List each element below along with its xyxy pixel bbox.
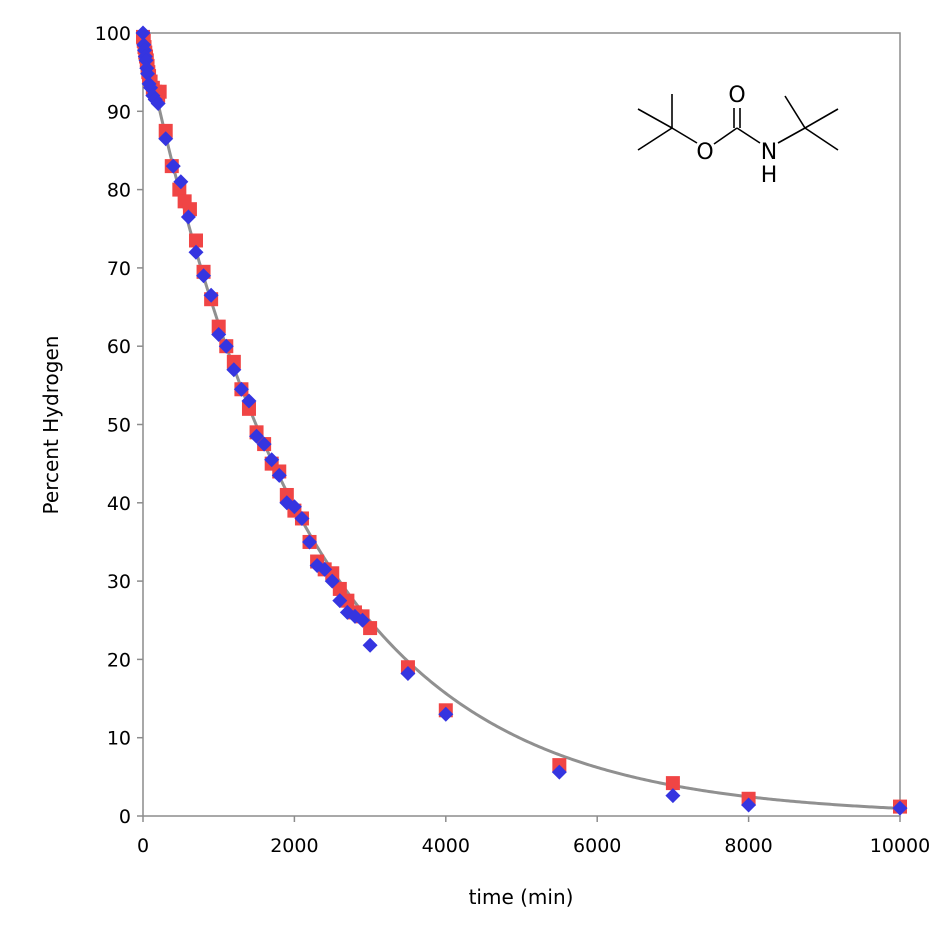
diamond-point xyxy=(180,209,196,225)
diamond-point xyxy=(256,436,272,452)
y-tick-label: 80 xyxy=(107,180,131,202)
x-tick-label: 10000 xyxy=(870,835,930,857)
y-tick-label: 40 xyxy=(107,493,131,515)
x-tick-label: 6000 xyxy=(573,835,621,857)
diamond-point xyxy=(135,25,151,41)
bond xyxy=(637,127,673,151)
diamond-point xyxy=(233,381,249,397)
boc-tert-butylcarbamate-structure: O O N H xyxy=(637,83,839,188)
structure-bonds xyxy=(637,94,839,151)
diamond-point xyxy=(140,66,156,82)
y-tick-label: 0 xyxy=(119,806,131,828)
y-tick-label: 20 xyxy=(107,649,131,671)
diamond-point xyxy=(551,764,567,780)
diamond-point xyxy=(218,338,234,354)
diamond-point xyxy=(892,800,908,816)
x-tick-label: 0 xyxy=(137,835,149,857)
diamond-point xyxy=(165,158,181,174)
oxygen-carbonyl-label: O xyxy=(728,83,745,108)
diamond-point xyxy=(264,452,280,468)
square-point xyxy=(279,487,294,502)
x-tick-label: 4000 xyxy=(422,835,470,857)
diamond-point xyxy=(173,174,189,190)
diamond-point xyxy=(158,131,174,147)
diamond-point xyxy=(249,428,265,444)
data-points xyxy=(135,25,908,816)
diamond-point xyxy=(226,362,242,378)
diamond-point xyxy=(332,593,348,609)
square-point xyxy=(188,233,203,248)
diamond-point xyxy=(286,499,302,515)
y-tick-label: 70 xyxy=(107,258,131,280)
bond xyxy=(736,127,761,144)
square-point xyxy=(665,776,680,791)
diamond-point xyxy=(294,510,310,526)
y-tick-label: 60 xyxy=(107,336,131,358)
square-point xyxy=(158,123,173,138)
diamond-point xyxy=(665,788,681,804)
diamond-point xyxy=(438,706,454,722)
square-point xyxy=(241,401,256,416)
diamond-point xyxy=(317,561,333,577)
y-tick-label: 10 xyxy=(107,728,131,750)
y-tick-label: 90 xyxy=(107,101,131,123)
diamond-point xyxy=(271,467,287,483)
diamond-point xyxy=(241,393,257,409)
diamond-point xyxy=(188,244,204,260)
nitrogen-label: N xyxy=(761,140,777,165)
diamond-point xyxy=(355,612,371,628)
diamond-point xyxy=(196,268,212,284)
y-tick-label: 30 xyxy=(107,571,131,593)
x-tick-label: 2000 xyxy=(270,835,318,857)
diamond-point xyxy=(150,95,166,111)
y-tick-label: 50 xyxy=(107,415,131,437)
bond xyxy=(804,127,839,151)
y-tick-label: 100 xyxy=(95,23,131,45)
square-point xyxy=(340,593,355,608)
oxygen-ester-label: O xyxy=(696,140,713,165)
diamond-point xyxy=(362,637,378,653)
diamond-point xyxy=(400,665,416,681)
plot-area xyxy=(142,32,901,817)
bond xyxy=(637,108,673,129)
diamond-point xyxy=(324,573,340,589)
bond xyxy=(671,127,698,144)
x-tick-label: 8000 xyxy=(724,835,772,857)
bond xyxy=(777,127,806,144)
square-point xyxy=(211,319,226,334)
square-point xyxy=(332,581,347,596)
hydrogen-label: H xyxy=(761,163,778,188)
diamond-point xyxy=(741,797,757,813)
axis-ticks: 0 2000 4000 6000 8000 10000 0 10 20 30 40 50 60 70 80 9… xyxy=(95,23,930,857)
bond xyxy=(784,95,806,129)
bond xyxy=(804,108,839,129)
square-point xyxy=(363,621,378,636)
diamond-point xyxy=(211,326,227,342)
diamond-point xyxy=(302,534,318,550)
y-axis-label: Percent Hydrogen xyxy=(39,336,63,515)
diamond-point xyxy=(203,287,219,303)
bond xyxy=(713,127,738,145)
square-point xyxy=(226,354,241,369)
x-axis-label: time (min) xyxy=(469,885,574,909)
